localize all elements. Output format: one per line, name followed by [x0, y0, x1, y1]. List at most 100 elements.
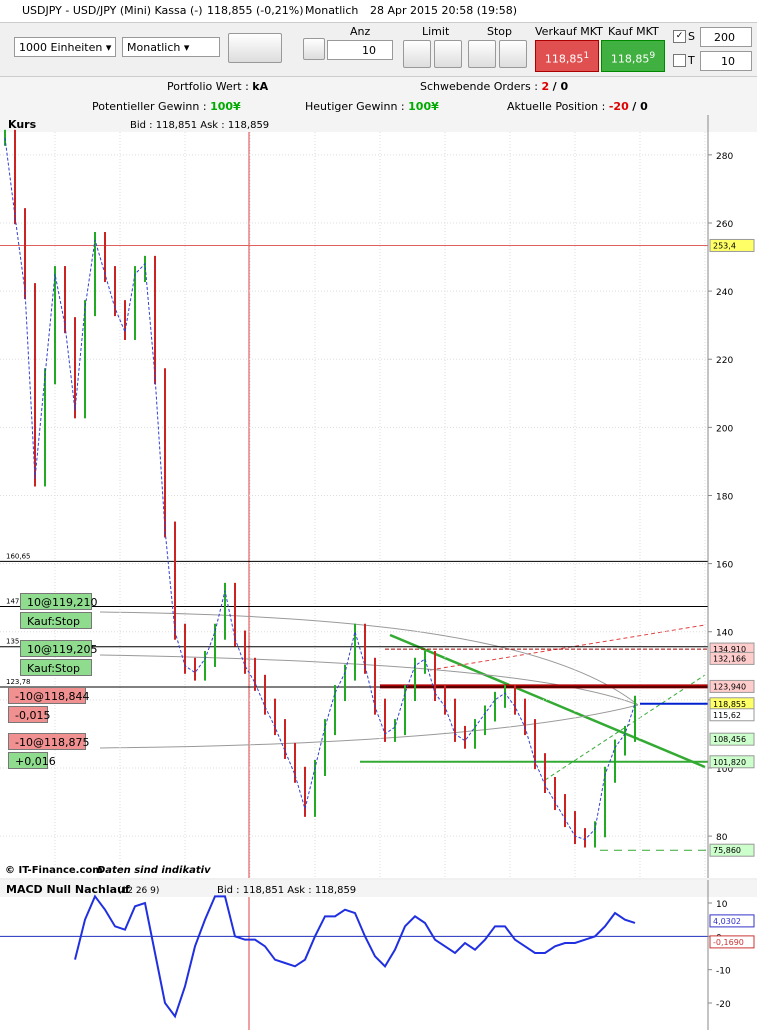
- panel-quote: Bid : 118,851 Ask : 118,859: [130, 120, 269, 131]
- level-label: 134,910: [713, 645, 746, 654]
- y-tick-label: 220: [716, 356, 733, 366]
- title-price: 118,855 (-0,21%): [207, 4, 304, 17]
- order-line1[interactable]: -10@118,844: [8, 687, 89, 704]
- anz-label: Anz: [350, 25, 371, 38]
- order-line1[interactable]: 10@119,210: [20, 593, 98, 610]
- limit-buy-button[interactable]: [403, 40, 431, 68]
- y-tick-label: 10: [716, 900, 728, 910]
- t-checkbox[interactable]: [673, 54, 686, 67]
- pending-sep: / 0: [552, 80, 569, 93]
- y-tick-label: 260: [716, 220, 733, 230]
- arc: [99, 611, 639, 706]
- potential-value: 100¥: [210, 100, 241, 113]
- macd-line: [74, 894, 636, 1019]
- level-label: -0,1690: [713, 938, 744, 947]
- portfolio-value: kA: [252, 80, 269, 93]
- level-label: 253,4: [713, 241, 736, 250]
- panel-quote: Bid : 118,851 Ask : 118,859: [217, 885, 356, 896]
- t-input[interactable]: 10: [700, 51, 752, 71]
- buy-button[interactable]: 118,859: [601, 40, 665, 72]
- t-label: T: [688, 54, 695, 67]
- today-label: Heutiger Gewinn :: [305, 100, 405, 113]
- level-label-box: [709, 935, 755, 949]
- anz-input[interactable]: 10: [327, 40, 393, 60]
- chart-type-button[interactable]: [228, 33, 282, 63]
- info-bar: [0, 76, 757, 115]
- level-label-box: [709, 651, 755, 665]
- buy-main: 118,85: [610, 52, 650, 66]
- title-period: Monatlich: [305, 4, 359, 17]
- sell-button[interactable]: 118,851: [535, 40, 599, 72]
- stop-buy-button[interactable]: [468, 40, 496, 68]
- potential: Potentieller Gewinn : 100¥: [92, 100, 241, 113]
- level-label-box: [709, 679, 755, 693]
- y-tick-label: 100: [716, 765, 733, 775]
- stop-label: Stop: [487, 25, 513, 38]
- order-line1[interactable]: 10@119,205: [20, 640, 98, 657]
- position-value: -20: [608, 100, 629, 113]
- position: Aktuelle Position : -20 / 0: [507, 100, 648, 113]
- anz-value: 10: [362, 44, 376, 57]
- order-line2[interactable]: Kauf:Stop: [20, 612, 92, 629]
- arc: [99, 654, 639, 706]
- s-input[interactable]: 200: [700, 27, 752, 47]
- level-label-box: [709, 732, 755, 746]
- trend-line: [389, 633, 706, 769]
- arc: [99, 704, 639, 749]
- s-checkbox[interactable]: ✓: [673, 30, 686, 43]
- units-text: 1000 Einheiten: [19, 41, 103, 54]
- stop-sell-button[interactable]: [499, 40, 527, 68]
- panel-title: Kurs: [8, 118, 37, 131]
- level-label: 115,62: [713, 711, 741, 720]
- panel-bg: [0, 880, 757, 1030]
- s-label: S: [688, 30, 695, 43]
- order-line2[interactable]: -0,015: [8, 706, 50, 723]
- panel-header: [0, 880, 757, 897]
- level-label: 135: [6, 638, 19, 646]
- y-tick-label: 140: [716, 629, 733, 639]
- t-value: 10: [721, 55, 735, 68]
- price-chart: Kurs Bid : 118,851 Ask : 118,859 © IT-Fi…: [0, 115, 757, 878]
- s-value: 200: [714, 31, 735, 44]
- panel-params: (12 26 9): [118, 886, 159, 896]
- level-label-box: [709, 238, 755, 252]
- potential-label: Potentieller Gewinn :: [92, 100, 207, 113]
- level-label: 75,860: [713, 846, 741, 855]
- trend-line: [429, 624, 706, 671]
- units-select[interactable]: 1000 Einheiten ▾: [14, 37, 116, 57]
- title-datetime: 28 Apr 2015 20:58 (19:58): [370, 4, 517, 17]
- position-sep: / 0: [632, 100, 648, 113]
- panel-title: MACD Null Nachlauf: [6, 883, 130, 896]
- level-label-box: [709, 755, 755, 769]
- order-line1[interactable]: -10@118,875: [8, 733, 89, 750]
- y-tick-label: -20: [716, 1000, 731, 1010]
- footer-brand: © IT-Finance.com: [5, 865, 103, 876]
- level-label: 101,820: [713, 758, 746, 767]
- level-label: 108,456: [713, 735, 746, 744]
- level-label: 160,65: [6, 552, 31, 560]
- y-tick-label: 80: [716, 833, 728, 843]
- level-label: 123,78: [6, 678, 31, 686]
- interval-select[interactable]: Monatlich ▾: [122, 37, 220, 57]
- settings-button[interactable]: [303, 38, 325, 60]
- pending: Schwebende Orders : 2 / 0: [420, 80, 568, 93]
- order-line2[interactable]: +0,016: [8, 752, 56, 769]
- order-line2[interactable]: Kauf:Stop: [20, 659, 92, 676]
- portfolio: Portfolio Wert : kA: [167, 80, 268, 93]
- y-tick-label: 240: [716, 288, 733, 298]
- sell-sup: 1: [583, 50, 590, 61]
- today: Heutiger Gewinn : 100¥: [305, 100, 439, 113]
- pending-label: Schwebende Orders :: [420, 80, 538, 93]
- interval-text: Monatlich: [127, 41, 181, 54]
- level-label: 118,855: [713, 700, 746, 709]
- limit-sell-button[interactable]: [434, 40, 462, 68]
- level-label: 4,0302: [713, 917, 741, 926]
- title-bar: [0, 0, 757, 23]
- pending-value: 2: [541, 80, 550, 93]
- title-symbol: USDJPY - USD/JPY (Mini) Kassa (-): [22, 4, 203, 17]
- y-tick-label: 200: [716, 424, 733, 434]
- position-label: Aktuelle Position :: [507, 100, 606, 113]
- y-tick-label: 180: [716, 492, 733, 502]
- level-label: 132,166: [713, 654, 746, 663]
